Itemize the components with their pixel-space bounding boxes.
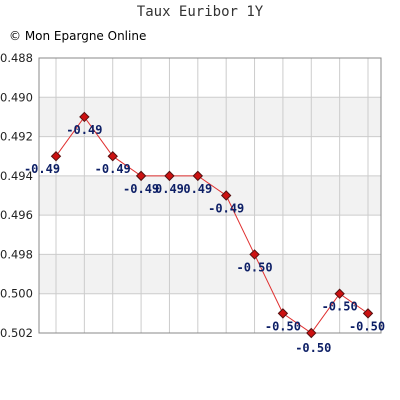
- data-point-marker: [192, 170, 204, 182]
- data-label: -0.49: [95, 162, 131, 176]
- y-tick-label: 0.494: [0, 169, 33, 183]
- data-label: -0.50: [265, 319, 301, 333]
- y-tick-label: 0.502: [0, 326, 33, 340]
- data-label: 0.49: [155, 182, 184, 196]
- data-label: -0.50: [295, 341, 331, 355]
- data-label: -0.49: [66, 123, 102, 137]
- data-point-marker: [277, 308, 289, 319]
- data-point-marker: [334, 288, 345, 299]
- grid-band: [39, 97, 381, 137]
- data-label: -0.49: [24, 162, 60, 176]
- data-label: -0.50: [322, 300, 358, 314]
- grid-band: [39, 254, 381, 294]
- data-label: -0.49: [123, 182, 159, 196]
- data-label: -0.50: [236, 260, 272, 274]
- y-tick-label: 0.490: [0, 90, 33, 104]
- data-point-marker: [362, 308, 374, 319]
- copyright-notice: © Mon Epargne Online: [9, 29, 147, 43]
- y-tick-label: 0.496: [0, 208, 33, 222]
- data-point-marker: [79, 111, 90, 123]
- y-tick-label: 0.498: [0, 247, 33, 261]
- series-line: [55, 116, 369, 334]
- data-point-marker: [164, 170, 175, 182]
- data-point-marker: [249, 249, 260, 260]
- data-point-marker: [220, 190, 232, 201]
- y-tick-label: 0.500: [0, 287, 33, 301]
- data-point-marker: [107, 151, 118, 162]
- y-tick-label: 0.492: [0, 130, 33, 144]
- data-label: -0.50: [349, 319, 385, 333]
- chart-title: Taux Euribor 1Y: [136, 4, 264, 20]
- data-label: -0.49: [208, 202, 244, 216]
- data-point-marker: [135, 170, 147, 182]
- y-tick-label: 0.488: [0, 51, 33, 65]
- plot-area-border: [38, 57, 382, 334]
- data-point-marker: [306, 327, 317, 339]
- data-point-marker: [50, 151, 62, 162]
- grid-band: [39, 175, 381, 216]
- data-label: 0.49: [183, 182, 212, 196]
